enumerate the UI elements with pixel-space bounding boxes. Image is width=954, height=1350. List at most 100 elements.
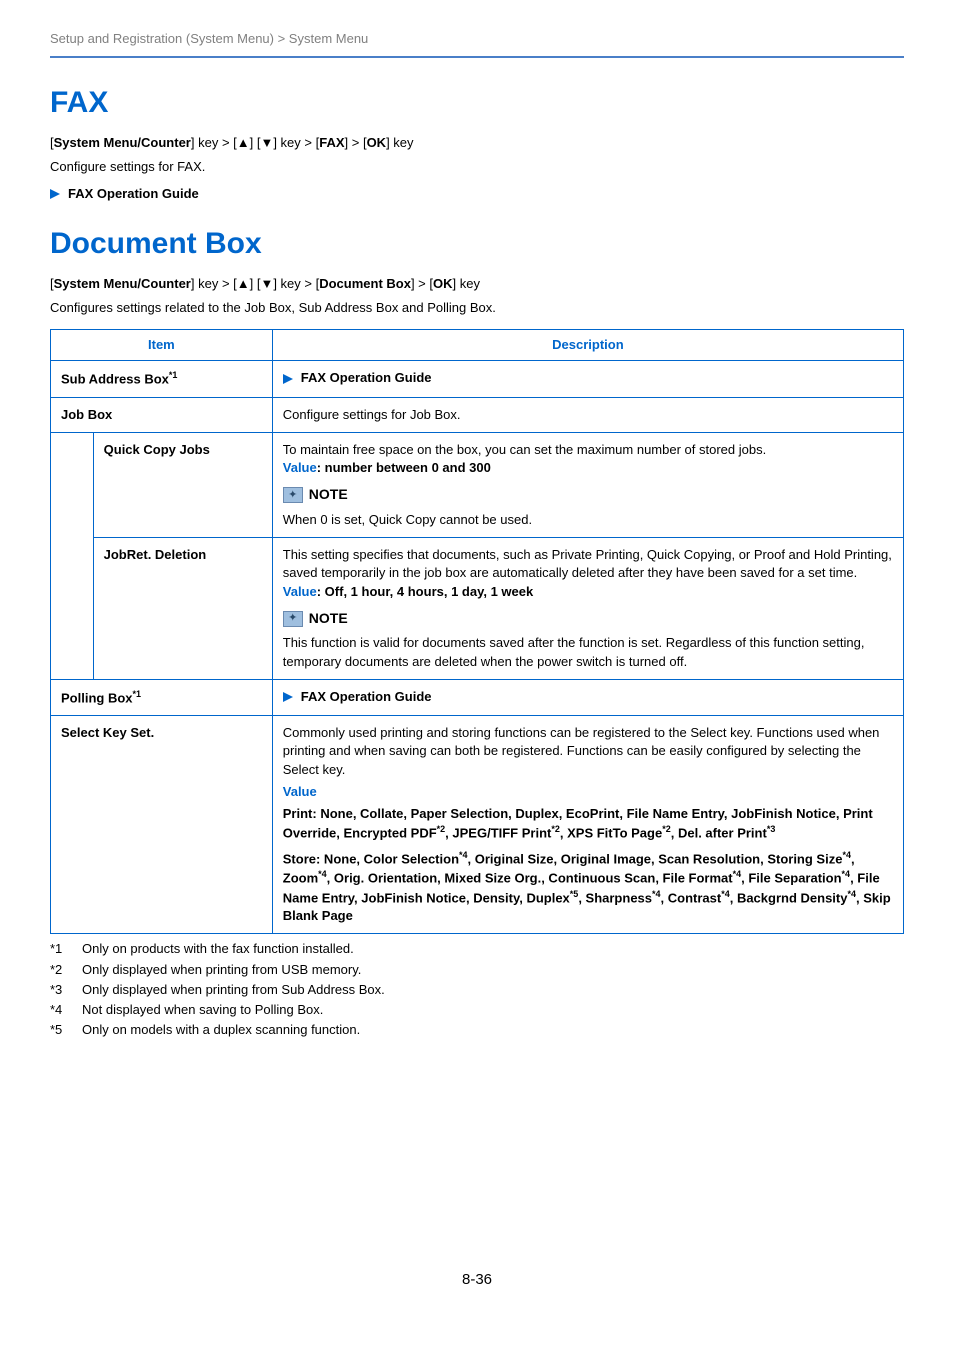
table-row: Select Key Set. Commonly used printing a… [51, 716, 904, 934]
note-block: ✦ NOTE [283, 485, 893, 505]
table-row: Polling Box*1 FAX Operation Guide [51, 679, 904, 716]
opt-text: , Original Size, Original Image, Scan Re… [468, 851, 843, 866]
sup-ref: *1 [133, 689, 142, 699]
opt-text: Store: None, Color Selection [283, 851, 459, 866]
desc-cell: This setting specifies that documents, s… [272, 538, 903, 680]
docbox-table: Item Description Sub Address Box*1 FAX O… [50, 329, 904, 934]
sup-ref: *4 [459, 850, 468, 860]
value-text: : Off, 1 hour, 4 hours, 1 day, 1 week [317, 584, 534, 599]
nav-key: FAX [319, 135, 344, 150]
footnote-num: *2 [50, 961, 72, 979]
opt-text: , Del. after Print [671, 825, 767, 840]
footnote-num: *4 [50, 1001, 72, 1019]
opt-text: , XPS FitTo Page [560, 825, 662, 840]
nav-text: ] > [ [411, 276, 433, 291]
item-cell: Select Key Set. [51, 716, 273, 934]
nav-key: OK [433, 276, 453, 291]
footnote-row: *2 Only displayed when printing from USB … [50, 961, 904, 979]
note-text: When 0 is set, Quick Copy cannot be used… [283, 511, 893, 529]
value-label: Value [283, 584, 317, 599]
opt-text: , Sharpness [578, 890, 652, 905]
nav-key: System Menu/Counter [54, 276, 191, 291]
item-cell: Polling Box*1 [51, 679, 273, 716]
nav-text: ] key [453, 276, 480, 291]
footnote-row: *5 Only on models with a duplex scanning … [50, 1021, 904, 1039]
arrow-right-icon [50, 189, 60, 199]
footnote-num: *3 [50, 981, 72, 999]
print-options: Print: None, Collate, Paper Selection, D… [283, 805, 893, 843]
note-text: This function is valid for documents sav… [283, 634, 893, 670]
sup-ref: *4 [721, 889, 730, 899]
desc-text: This setting specifies that documents, s… [283, 546, 893, 582]
sup-ref: *4 [847, 889, 856, 899]
desc-text: To maintain free space on the box, you c… [283, 441, 893, 459]
footnote-text: Only on products with the fax function i… [82, 940, 354, 958]
table-row: Quick Copy Jobs To maintain free space o… [51, 433, 904, 538]
page-number: 8-36 [50, 1269, 904, 1290]
value-label: Value [283, 460, 317, 475]
sup-ref: *3 [767, 824, 776, 834]
table-row: Sub Address Box*1 FAX Operation Guide [51, 361, 904, 398]
store-options: Store: None, Color Selection*4, Original… [283, 849, 893, 926]
docbox-description: Configures settings related to the Job B… [50, 299, 904, 317]
fax-description: Configure settings for FAX. [50, 158, 904, 176]
arrow-right-icon [283, 692, 293, 702]
nav-text: ] key > [▲] [▼] key > [ [191, 276, 319, 291]
table-header-item: Item [51, 330, 273, 361]
note-label: NOTE [309, 485, 348, 505]
opt-text: , Contrast [661, 890, 722, 905]
opt-text: , Orig. Orientation, Mixed Size Org., Co… [327, 871, 733, 886]
fax-guide-link[interactable]: FAX Operation Guide [50, 185, 904, 203]
desc-cell: Commonly used printing and storing funct… [272, 716, 903, 934]
breadcrumb: Setup and Registration (System Menu) > S… [50, 30, 904, 58]
footnote-text: Only on models with a duplex scanning fu… [82, 1021, 360, 1039]
item-cell: Job Box [51, 397, 273, 432]
desc-cell: FAX Operation Guide [272, 679, 903, 716]
footnote-text: Not displayed when saving to Polling Box… [82, 1001, 323, 1019]
note-icon: ✦ [283, 611, 303, 627]
fax-guide-link[interactable]: FAX Operation Guide [301, 689, 432, 704]
note-block: ✦ NOTE [283, 609, 893, 629]
note-icon: ✦ [283, 487, 303, 503]
item-cell: Quick Copy Jobs [93, 433, 272, 538]
footnote-text: Only displayed when printing from Sub Ad… [82, 981, 385, 999]
item-label: Polling Box [61, 690, 133, 705]
item-cell: Sub Address Box*1 [51, 361, 273, 398]
desc-cell: FAX Operation Guide [272, 361, 903, 398]
nav-text: ] key > [▲] [▼] key > [ [191, 135, 319, 150]
item-cell: JobRet. Deletion [93, 538, 272, 680]
value-text: : number between 0 and 300 [317, 460, 491, 475]
sup-ref: *4 [733, 869, 742, 879]
table-header-desc: Description [272, 330, 903, 361]
nav-key: OK [367, 135, 387, 150]
desc-cell: Configure settings for Job Box. [272, 397, 903, 432]
sup-ref: *4 [318, 869, 327, 879]
fax-guide-link[interactable]: FAX Operation Guide [301, 370, 432, 385]
fax-heading: FAX [50, 82, 904, 124]
footnote-row: *1 Only on products with the fax function… [50, 940, 904, 958]
nav-key: System Menu/Counter [54, 135, 191, 150]
sup-ref: *2 [662, 824, 671, 834]
link-label: FAX Operation Guide [68, 185, 199, 203]
table-row: Job Box Configure settings for Job Box. [51, 397, 904, 432]
sup-ref: *4 [842, 869, 851, 879]
opt-text: , Backgrnd Density [730, 890, 848, 905]
nav-text: ] > [ [345, 135, 367, 150]
value-label: Value [283, 783, 893, 801]
desc-cell: To maintain free space on the box, you c… [272, 433, 903, 538]
item-label: Sub Address Box [61, 372, 169, 387]
arrow-right-icon [283, 374, 293, 384]
footnote-text: Only displayed when printing from USB me… [82, 961, 361, 979]
table-row: JobRet. Deletion This setting specifies … [51, 538, 904, 680]
footnote-num: *5 [50, 1021, 72, 1039]
note-label: NOTE [309, 609, 348, 629]
sup-ref: *2 [437, 824, 446, 834]
nav-text: ] key [386, 135, 413, 150]
sup-ref: *2 [551, 824, 560, 834]
desc-text: Commonly used printing and storing funct… [283, 724, 893, 779]
sup-ref: *4 [652, 889, 661, 899]
opt-text: , JPEG/TIFF Print [445, 825, 551, 840]
sup-ref: *1 [169, 370, 178, 380]
fax-nav-path: [System Menu/Counter] key > [▲] [▼] key … [50, 134, 904, 152]
footnote-num: *1 [50, 940, 72, 958]
